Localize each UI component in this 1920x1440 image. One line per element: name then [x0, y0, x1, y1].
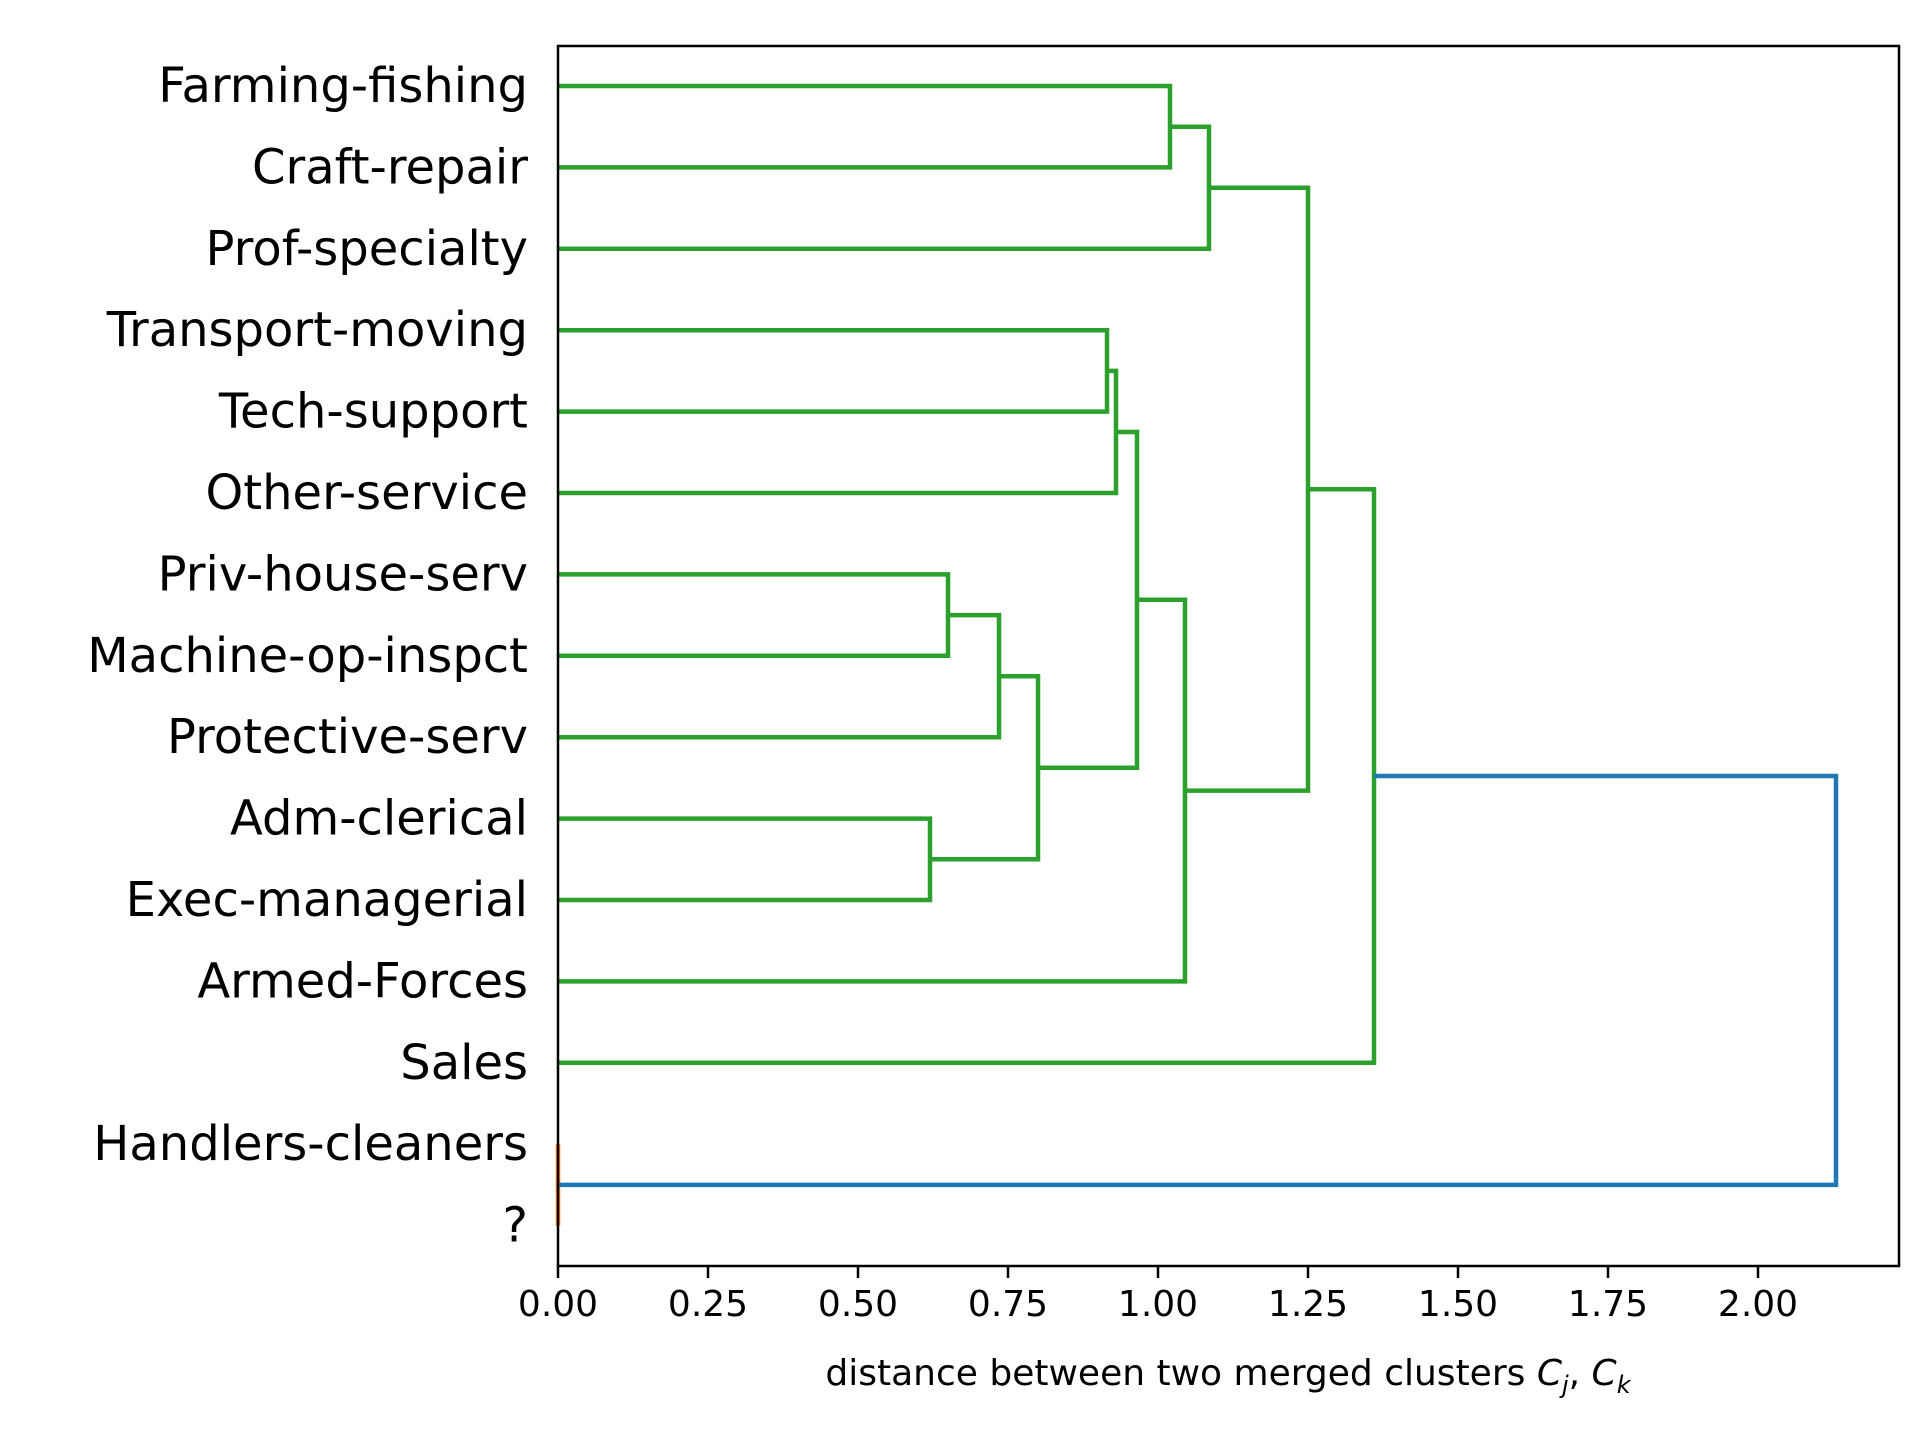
x-axis-title-var-ck: C: [1592, 1353, 1618, 1394]
leaf-label: Sales: [400, 1035, 528, 1091]
dendrogram-link-m1: [558, 816, 933, 903]
leaf-label: Armed-Forces: [197, 953, 528, 1009]
x-axis-title-text: distance between two merged clusters: [825, 1353, 1536, 1394]
dendrogram-link-m6: [558, 368, 1119, 496]
leaf-label: Transport-moving: [106, 302, 528, 358]
leaf-label: Other-service: [206, 465, 528, 521]
leaf-label: ?: [503, 1198, 528, 1254]
x-axis-title: distance between two merged clusters Cj,…: [825, 1353, 1631, 1399]
x-axis-title-sub-k: k: [1617, 1371, 1632, 1399]
x-tick-label: 0.00: [518, 1284, 598, 1325]
leaf-label: Exec-managerial: [126, 872, 528, 928]
x-tick-label: 0.25: [668, 1284, 748, 1325]
x-axis-title-sub-j: j: [1559, 1371, 1569, 1399]
dendrogram-link-m3: [558, 612, 1002, 740]
leaf-label: Machine-op-inspct: [87, 628, 528, 684]
x-tick-label: 1.75: [1568, 1284, 1648, 1325]
leaf-labels: Farming-fishing Craft-repair Prof-specialt…: [87, 58, 528, 1254]
leaf-label: Tech-support: [218, 384, 528, 440]
dendrogram-links: [555, 83, 1839, 1226]
x-axis: 0.00 0.25 0.50 0.75 1.00 1.25 1.50 1.75 2.00: [518, 1266, 1798, 1325]
leaf-label: Farming-fishing: [158, 58, 528, 114]
dendrogram-link-m5: [558, 327, 1110, 414]
x-axis-title-var-cj: C: [1537, 1353, 1563, 1394]
x-tick-label: 2.00: [1718, 1284, 1798, 1325]
dendrogram-link-m7: [1038, 429, 1140, 770]
leaf-label: Protective-serv: [167, 709, 528, 765]
x-tick-label: 1.00: [1118, 1284, 1198, 1325]
dendrogram-link-m11: [1185, 185, 1311, 793]
dendrogram-link-m10: [558, 124, 1212, 252]
dendrogram-link-m14: [558, 773, 1839, 1188]
dendrogram-link-m8: [558, 83, 1173, 170]
leaf-label: Prof-specialty: [206, 221, 528, 277]
x-tick-label: 1.25: [1268, 1284, 1348, 1325]
plot-frame: [556, 44, 1901, 1268]
x-axis-title-sep: ,: [1569, 1353, 1592, 1394]
leaf-label: Craft-repair: [252, 139, 528, 195]
x-tick-label: 1.50: [1418, 1284, 1498, 1325]
dendrogram-link-m4: [930, 673, 1041, 862]
x-tick-label: 0.75: [968, 1284, 1048, 1325]
dendrogram-link-m2: [558, 572, 951, 659]
leaf-label: Adm-clerical: [230, 791, 528, 847]
leaf-label: Handlers-cleaners: [93, 1116, 528, 1172]
leaf-label: Priv-house-serv: [158, 546, 528, 602]
x-tick-label: 0.50: [818, 1284, 898, 1325]
